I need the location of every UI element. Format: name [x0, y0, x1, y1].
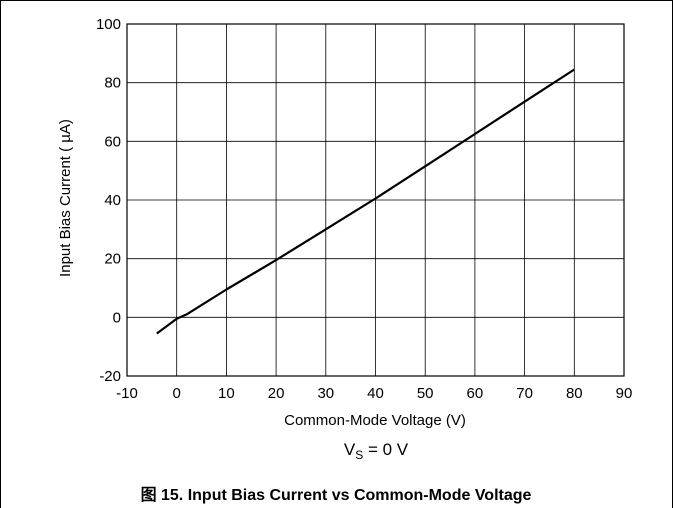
x-tick-label: 60: [467, 385, 484, 402]
y-tick-label: -20: [99, 368, 121, 385]
grid-lines: [126, 23, 625, 377]
x-tick-label: -10: [116, 385, 138, 402]
y-tick-label: 60: [104, 133, 121, 150]
x-tick-label: 70: [516, 385, 533, 402]
x-tick-label: 20: [268, 385, 285, 402]
condition-label: VS = 0 V: [344, 440, 409, 462]
x-tick-label: 90: [616, 385, 633, 402]
y-tick-labels: 100 80 60 40 20 0 -20: [96, 16, 121, 385]
x-tick-label: 30: [317, 385, 334, 402]
x-tick-label: 0: [173, 385, 181, 402]
figure-caption: 图 15. Input Bias Current vs Common-Mode …: [141, 486, 532, 504]
condition-suffix: = 0 V: [363, 440, 409, 459]
y-tick-label: 100: [96, 16, 121, 33]
x-tick-label: 10: [218, 385, 235, 402]
plot-area: [126, 23, 625, 377]
y-tick-label: 0: [113, 309, 121, 326]
condition-subscript: S: [355, 448, 363, 462]
x-tick-label: 50: [417, 385, 434, 402]
y-axis-title: Input Bias Current ( µA): [57, 119, 74, 277]
x-tick-label: 80: [566, 385, 583, 402]
y-tick-label: 20: [104, 251, 121, 268]
y-tick-label: 80: [104, 75, 121, 92]
series-line: [156, 68, 575, 335]
x-tick-label: 40: [367, 385, 384, 402]
condition-prefix: V: [344, 440, 356, 459]
x-tick-labels: -10 0 10 20 30 40 50 60 70 80 90: [116, 385, 632, 402]
x-axis-title: Common-Mode Voltage (V): [284, 412, 466, 429]
y-tick-label: 40: [104, 192, 121, 209]
